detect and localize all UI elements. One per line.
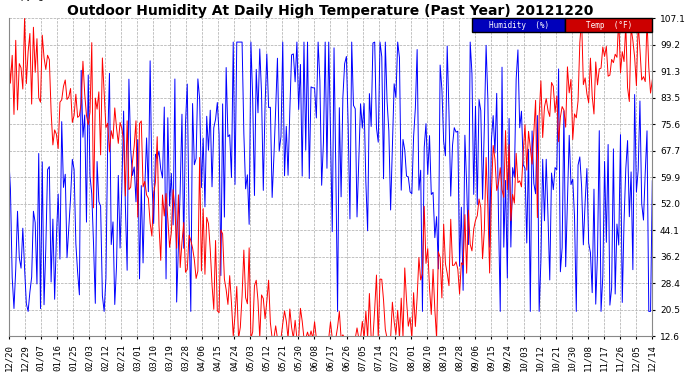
Title: Outdoor Humidity At Daily High Temperature (Past Year) 20121220: Outdoor Humidity At Daily High Temperatu… <box>68 4 593 18</box>
Text: Copyright 2012 Cartronics.com: Copyright 2012 Cartronics.com <box>9 0 150 1</box>
Text: Temp  (°F): Temp (°F) <box>586 21 632 30</box>
Text: Humidity  (%): Humidity (%) <box>489 21 549 30</box>
FancyBboxPatch shape <box>565 18 652 33</box>
FancyBboxPatch shape <box>472 18 565 33</box>
